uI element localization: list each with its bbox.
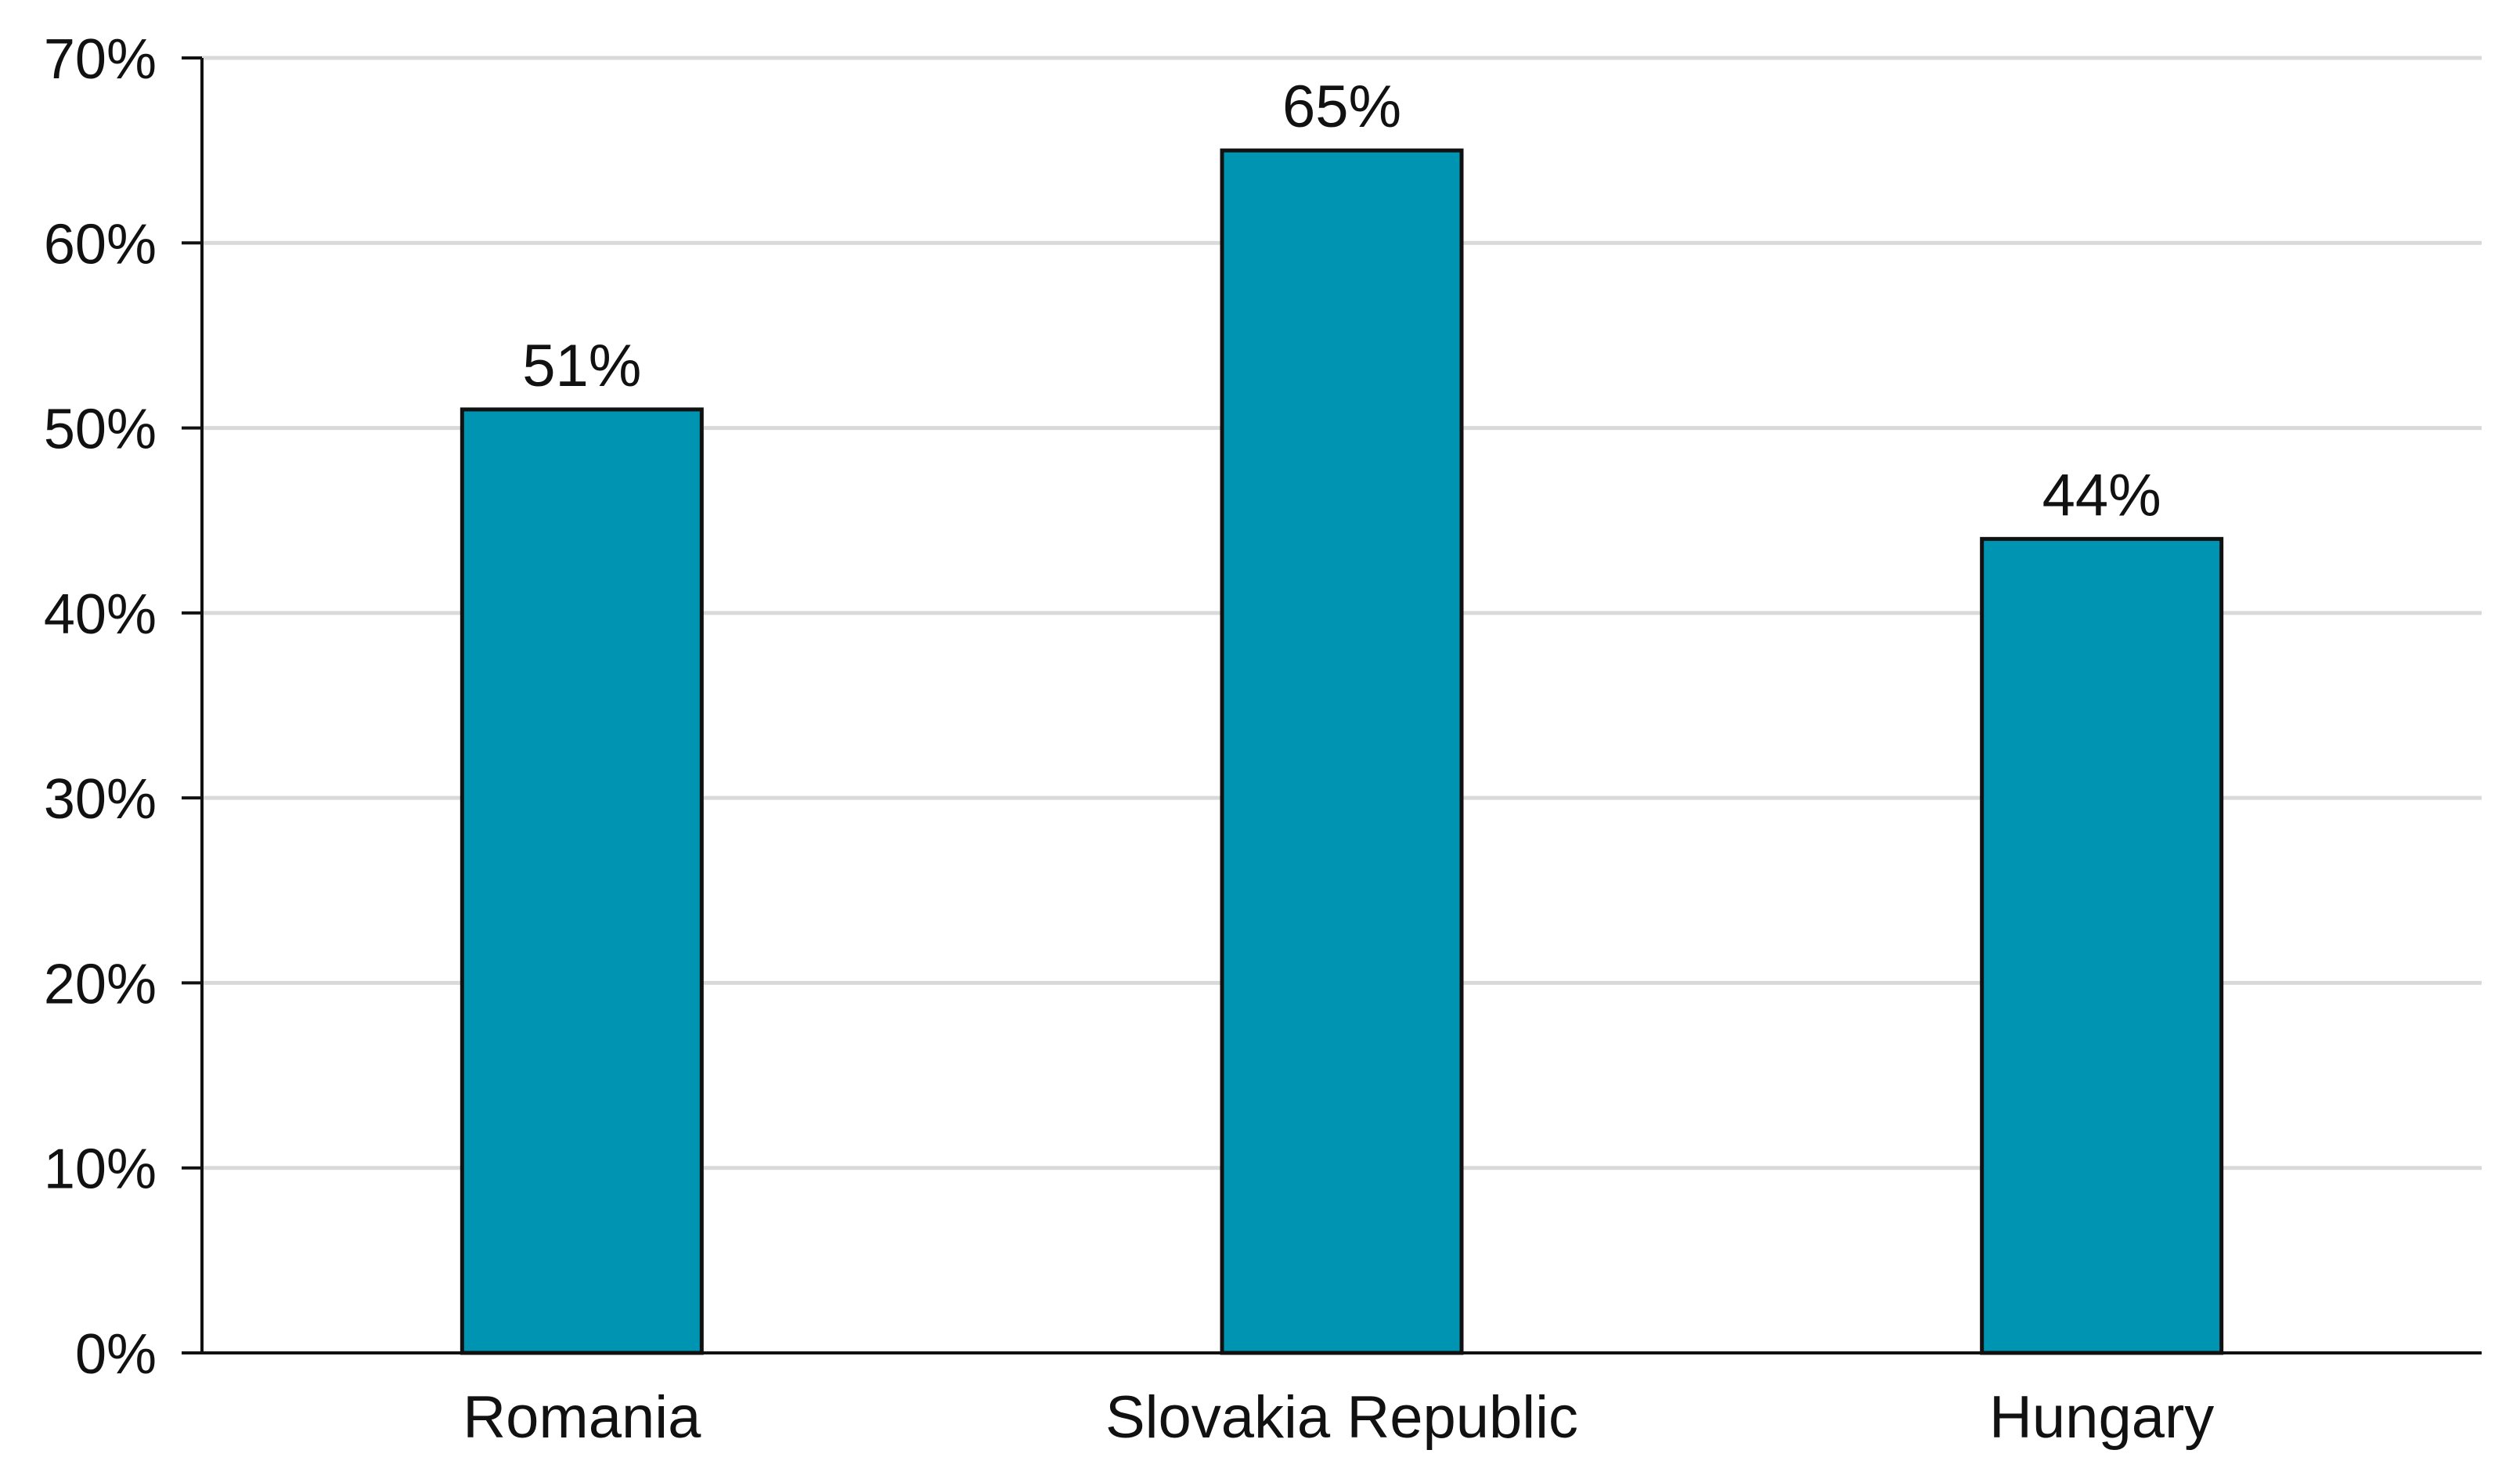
y-tick-label: 40% <box>44 583 157 646</box>
y-tick-label: 0% <box>75 1323 157 1386</box>
y-tick-label: 30% <box>44 768 157 831</box>
y-tick-label: 70% <box>44 28 157 91</box>
data-label: 65% <box>1282 74 1401 140</box>
x-tick-label: Hungary <box>1989 1384 2214 1451</box>
y-tick-label: 10% <box>44 1138 157 1201</box>
data-label: 51% <box>522 333 641 399</box>
bars <box>460 148 2224 1355</box>
axes <box>182 56 2482 1354</box>
bar-slovakia-republic <box>1220 148 1464 1355</box>
bar-hungary <box>1980 536 2224 1355</box>
y-tick-label: 50% <box>44 399 157 461</box>
bar-romania <box>460 407 704 1355</box>
x-tick-label: Slovakia Republic <box>1105 1384 1578 1451</box>
x-tick-label: Romania <box>463 1384 701 1451</box>
data-label: 44% <box>2042 462 2161 528</box>
y-tick-label: 60% <box>44 213 157 276</box>
y-tick-label: 20% <box>44 953 157 1015</box>
labels: 0% 10% 20% 30% 40% 50% 60% 70% 51% Romania 65% Slov… <box>44 28 2214 1451</box>
